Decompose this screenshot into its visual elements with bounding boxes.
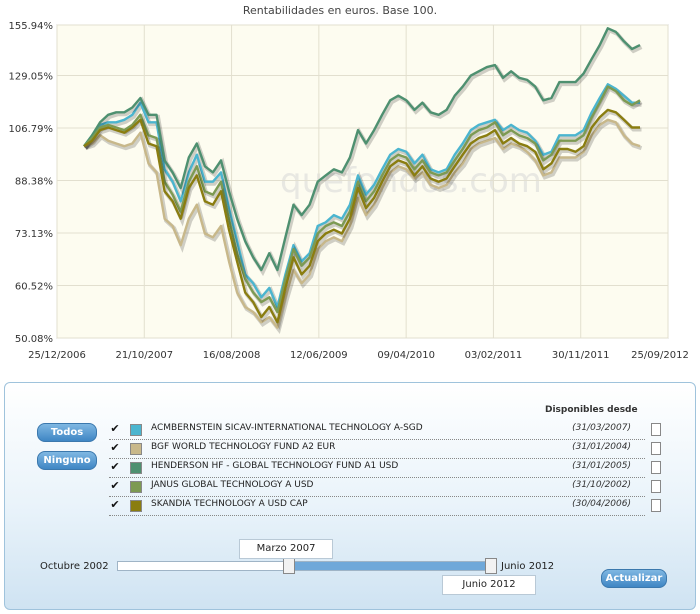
x-axis-ticks: 25/12/2006 21/10/2007 16/08/2008 12/06/2009… — [28, 350, 689, 361]
fund-date: (31/10/2002) — [572, 480, 631, 490]
document-icon[interactable] — [651, 423, 661, 436]
series-line-2 — [83, 27, 641, 272]
series-line-1 — [83, 118, 641, 329]
x-tick-label: 21/10/2007 — [115, 350, 173, 361]
range-max-label: Junio 2012 — [501, 561, 555, 572]
fund-date: (31/01/2004) — [572, 442, 631, 452]
color-swatch — [130, 443, 142, 455]
fund-row: ✔ HENDERSON HF - GLOBAL TECHNOLOGY FUND … — [109, 459, 645, 478]
fund-selection-panel: Todos Ninguno Disponibles desde ✔ ACMBER… — [4, 382, 696, 610]
range-min-label: Octubre 2002 — [40, 561, 109, 572]
fund-row: ✔ BGF WORLD TECHNOLOGY FUND A2 EUR (31/0… — [109, 440, 645, 459]
x-tick-label: 25/12/2006 — [28, 350, 86, 361]
y-tick-label: 106.79% — [9, 124, 54, 135]
document-icon[interactable] — [651, 499, 661, 512]
fund-row: ✔ JANUS GLOBAL TECHNOLOGY A USD (31/10/2… — [109, 478, 645, 497]
watermark: quefondos.com — [280, 161, 542, 201]
fund-checkbox[interactable]: ✔ — [110, 441, 120, 454]
y-tick-label: 73.13% — [15, 229, 53, 240]
fund-name: JANUS GLOBAL TECHNOLOGY A USD — [151, 480, 314, 490]
series-line-4 — [83, 108, 640, 324]
document-icon[interactable] — [651, 461, 661, 474]
series-line-0 — [83, 83, 640, 309]
y-tick-label: 129.05% — [9, 71, 54, 82]
fund-checkbox[interactable]: ✔ — [110, 460, 120, 473]
x-tick-label: 30/11/2011 — [552, 350, 610, 361]
start-date-box: Marzo 2007 — [239, 539, 333, 559]
document-icon[interactable] — [651, 442, 661, 455]
grid-lines — [56, 24, 669, 339]
x-tick-label: 12/06/2009 — [290, 350, 348, 361]
fund-row: ✔ SKANDIA TECHNOLOGY A USD CAP (30/04/20… — [109, 497, 645, 516]
range-start-handle[interactable] — [283, 558, 295, 574]
actualizar-button[interactable]: Actualizar — [601, 569, 667, 588]
fund-name: HENDERSON HF - GLOBAL TECHNOLOGY FUND A1… — [151, 461, 399, 471]
color-swatch — [130, 424, 142, 436]
range-end-handle[interactable] — [485, 558, 497, 574]
fund-name: ACMBERNSTEIN SICAV-INTERNATIONAL TECHNOL… — [151, 423, 423, 433]
fund-name: SKANDIA TECHNOLOGY A USD CAP — [151, 499, 308, 509]
y-tick-label: 88.38% — [15, 176, 53, 187]
color-swatch — [130, 481, 142, 493]
fund-date: (30/04/2006) — [572, 499, 631, 509]
y-tick-label: 155.94% — [9, 21, 54, 32]
series-lines — [83, 27, 643, 335]
fund-name: BGF WORLD TECHNOLOGY FUND A2 EUR — [151, 442, 336, 452]
fund-row: ✔ ACMBERNSTEIN SICAV-INTERNATIONAL TECHN… — [109, 421, 645, 440]
todos-button[interactable]: Todos — [37, 423, 97, 442]
ninguno-button[interactable]: Ninguno — [37, 451, 97, 470]
selected-range-fill — [288, 562, 491, 570]
y-tick-label: 60.52% — [15, 281, 53, 292]
fund-checkbox[interactable]: ✔ — [110, 498, 120, 511]
fund-date: (31/01/2005) — [572, 461, 631, 471]
x-tick-label: 09/04/2010 — [377, 350, 435, 361]
color-swatch — [130, 462, 142, 474]
color-swatch — [130, 500, 142, 512]
disponibles-header: Disponibles desde — [545, 405, 638, 415]
x-tick-label: 25/09/2012 — [631, 350, 689, 361]
chart-title: Rentabilidades en euros. Base 100. — [243, 4, 437, 17]
performance-chart: Rentabilidades en euros. Base 100. quefo… — [9, 4, 689, 361]
x-tick-label: 03/02/2011 — [465, 350, 523, 361]
y-tick-label: 50.08% — [15, 334, 53, 345]
series-line-3 — [83, 85, 641, 314]
x-tick-label: 16/08/2008 — [203, 350, 261, 361]
end-date-box: Junio 2012 — [442, 575, 536, 595]
document-icon[interactable] — [651, 480, 661, 493]
y-axis-ticks: 155.94% 129.05% 106.79% 88.38% 73.13% 60.52% 5… — [9, 21, 54, 345]
fund-checkbox[interactable]: ✔ — [110, 422, 120, 435]
fund-date: (31/03/2007) — [572, 423, 631, 433]
fund-checkbox[interactable]: ✔ — [110, 479, 120, 492]
